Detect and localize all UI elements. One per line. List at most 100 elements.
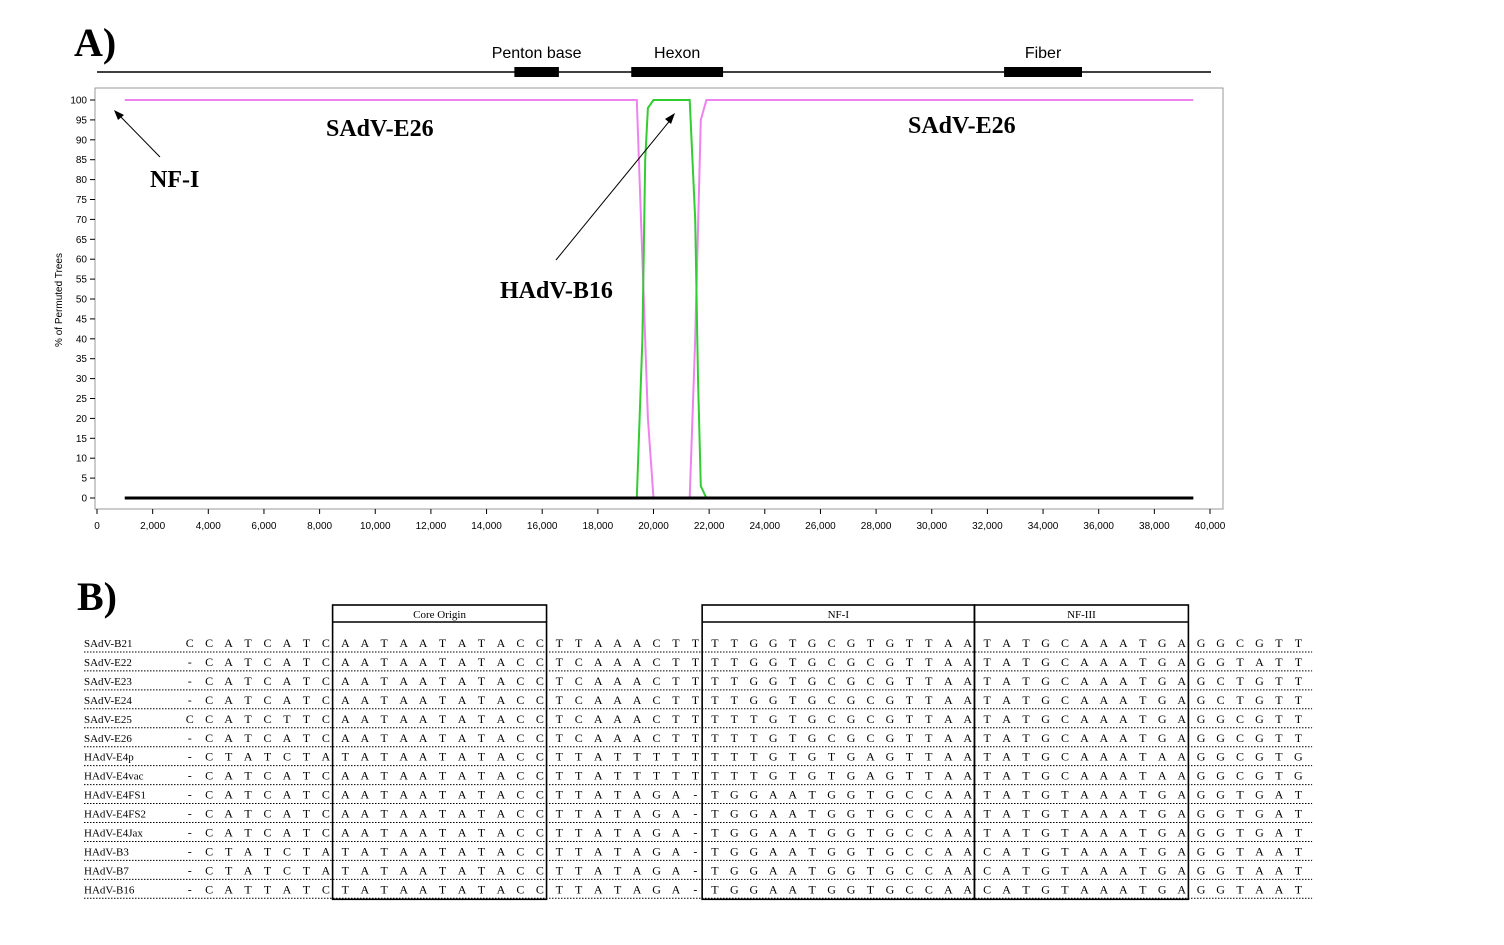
base-nf3: T (1022, 636, 1030, 650)
base-nf1: T (731, 636, 739, 650)
base-core: A (360, 712, 369, 726)
base-core: A (341, 712, 350, 726)
base-core: A (458, 788, 467, 802)
base-nf3: T (1022, 712, 1030, 726)
base-nf3: A (1100, 788, 1109, 802)
base-mid: - (693, 844, 697, 858)
base-core: A (458, 844, 467, 858)
base-nf1: T (925, 712, 933, 726)
base-nf1: G (886, 882, 895, 896)
base-pre: T (244, 712, 252, 726)
base-core: A (341, 826, 350, 840)
base-nf1: T (867, 636, 875, 650)
base-nf1: T (789, 693, 797, 707)
base-mid: T (556, 674, 564, 688)
base-nf3: G (1041, 693, 1050, 707)
base-post: T (1275, 636, 1283, 650)
base-nf1: G (827, 826, 836, 840)
base-nf1: C (925, 882, 933, 896)
base-nf3: G (1041, 750, 1050, 764)
base-core: T (478, 844, 486, 858)
base-pre: A (224, 693, 233, 707)
base-pre: C (322, 826, 330, 840)
base-core: C (516, 712, 524, 726)
base-nf3: T (1022, 826, 1030, 840)
base-nf1: T (789, 769, 797, 783)
base-nf3: A (1080, 826, 1089, 840)
base-core: A (360, 636, 369, 650)
base-pre: T (303, 863, 311, 877)
base-nf3: T (1139, 769, 1147, 783)
base-nf3: T (1139, 863, 1147, 877)
base-mid: C (575, 674, 583, 688)
base-post: T (1295, 826, 1303, 840)
base-core: A (341, 655, 350, 669)
base-pre: C (322, 674, 330, 688)
base-nf3: A (1002, 712, 1011, 726)
base-core: A (399, 844, 408, 858)
base-core: A (360, 788, 369, 802)
base-nf1: A (963, 655, 972, 669)
region-label: Core Origin (413, 609, 466, 621)
y-tick-label: 35 (76, 354, 88, 365)
y-tick-label: 20 (76, 414, 88, 425)
base-pre: C (322, 731, 330, 745)
base-mid: T (614, 807, 622, 821)
base-nf1: A (963, 863, 972, 877)
sequence-name: SAdV-E25 (84, 714, 132, 726)
base-nf3: T (984, 826, 992, 840)
base-core: T (439, 674, 447, 688)
base-nf1: G (749, 788, 758, 802)
base-mid: C (653, 731, 661, 745)
base-mid: G (652, 788, 661, 802)
base-post: A (1275, 807, 1284, 821)
base-post: G (1197, 636, 1206, 650)
base-nf3: G (1158, 693, 1167, 707)
base-nf1: A (963, 844, 972, 858)
base-core: A (419, 636, 428, 650)
base-nf3: A (1080, 636, 1089, 650)
base-core: A (399, 712, 408, 726)
base-nf3: A (1002, 844, 1011, 858)
base-nf1: C (905, 882, 913, 896)
base-mid: T (556, 788, 564, 802)
base-nf3: T (1022, 882, 1030, 896)
base-nf3: T (1139, 882, 1147, 896)
base-nf1: G (730, 807, 739, 821)
base-nf3: A (1119, 712, 1128, 726)
base-core: C (516, 674, 524, 688)
base-nf1: G (769, 636, 778, 650)
base-core: A (497, 750, 506, 764)
base-core: T (342, 882, 350, 896)
base-nf1: G (847, 769, 856, 783)
base-post: G (1294, 769, 1303, 783)
base-core: A (341, 769, 350, 783)
base-nf1: G (847, 844, 856, 858)
base-nf1: A (944, 693, 953, 707)
base-pre: C (322, 788, 330, 802)
x-tick-label: 18,000 (583, 521, 614, 532)
base-core: C (536, 693, 544, 707)
base-pre: T (225, 750, 233, 764)
base-core: T (381, 863, 389, 877)
nf1-arrow-head (114, 110, 124, 120)
x-tick-label: 32,000 (972, 521, 1003, 532)
base-core: C (536, 826, 544, 840)
base-post: G (1197, 750, 1206, 764)
base-core: T (478, 712, 486, 726)
base-pre: T (303, 750, 311, 764)
base-nf1: G (886, 712, 895, 726)
base-mid: T (692, 655, 700, 669)
base-core: T (439, 844, 447, 858)
base-mid: T (575, 769, 583, 783)
base-core: A (458, 693, 467, 707)
base-nf3: A (1158, 750, 1167, 764)
base-mid: C (575, 712, 583, 726)
base-mid: C (653, 693, 661, 707)
base-post: G (1216, 844, 1225, 858)
base-pre: T (264, 863, 272, 877)
base-mid: A (633, 826, 642, 840)
base-nf3: T (1022, 844, 1030, 858)
base-post: G (1216, 731, 1225, 745)
base-nf3: G (1041, 769, 1050, 783)
